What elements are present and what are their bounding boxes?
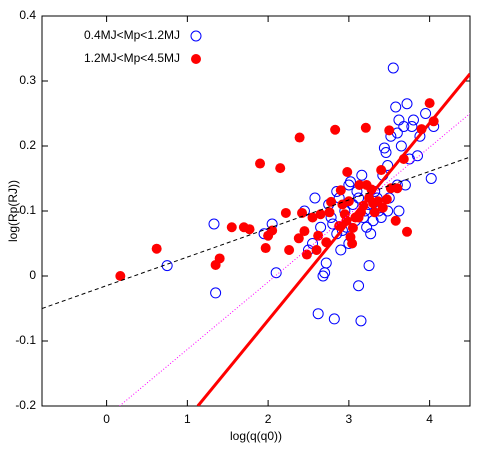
point <box>275 163 286 174</box>
point <box>342 167 353 177</box>
point <box>326 196 337 207</box>
point <box>384 125 395 136</box>
x-tick-label: 1 <box>184 412 191 426</box>
x-tick-label: 0 <box>103 412 110 426</box>
point <box>398 121 410 132</box>
point <box>280 207 291 218</box>
point <box>354 180 365 190</box>
point <box>393 205 405 217</box>
point <box>387 62 399 74</box>
y-tick-label: 0.1 <box>19 203 36 217</box>
point <box>390 215 401 226</box>
point <box>369 207 380 218</box>
point <box>412 150 424 162</box>
point <box>425 173 437 184</box>
fit-line <box>119 113 470 406</box>
legend-label: 1.2MJ<Mp<4.5MJ <box>84 51 180 65</box>
point <box>297 207 308 218</box>
point <box>328 313 340 325</box>
point <box>260 243 271 254</box>
point <box>312 308 324 320</box>
point <box>313 230 324 241</box>
point <box>320 257 332 269</box>
point <box>344 176 356 188</box>
point <box>315 221 327 233</box>
legend-marker <box>190 30 202 42</box>
point <box>395 140 407 152</box>
point <box>319 267 331 279</box>
point <box>244 224 255 235</box>
point <box>375 212 387 223</box>
point <box>401 98 413 110</box>
y-tick-label: 0.4 <box>19 8 36 22</box>
point <box>353 280 365 292</box>
point <box>406 121 418 132</box>
point <box>407 114 419 126</box>
point <box>324 207 335 218</box>
point <box>115 271 126 281</box>
point <box>299 226 310 237</box>
point <box>309 192 321 204</box>
point <box>330 124 341 135</box>
x-tick-label: 4 <box>426 412 433 426</box>
point <box>424 98 435 109</box>
point <box>356 169 368 181</box>
y-tick-label: -0.2 <box>15 398 36 412</box>
point <box>355 315 367 327</box>
x-tick-label: 3 <box>346 412 353 426</box>
point <box>428 116 439 127</box>
point <box>402 226 413 237</box>
fit-line <box>42 156 470 309</box>
point <box>377 202 388 213</box>
point <box>301 249 312 260</box>
point <box>307 212 318 223</box>
legend-marker <box>191 54 201 64</box>
point <box>347 238 358 249</box>
point <box>270 267 282 279</box>
point <box>293 233 304 244</box>
point <box>294 132 305 143</box>
point <box>315 209 326 220</box>
point <box>365 228 377 240</box>
point <box>360 122 371 133</box>
fit-line <box>196 72 470 406</box>
point <box>420 108 432 119</box>
point <box>208 218 220 230</box>
y-tick-label: 0.2 <box>19 138 36 152</box>
y-tick-label: 0.3 <box>19 73 36 87</box>
point <box>226 222 237 233</box>
point <box>343 196 354 207</box>
legend-label: 0.4MJ<Mp<1.2MJ <box>84 28 180 42</box>
point <box>393 114 405 126</box>
point <box>381 194 392 205</box>
point <box>255 158 266 169</box>
point <box>363 260 375 272</box>
point <box>378 142 390 154</box>
point <box>335 244 347 256</box>
point <box>361 221 373 233</box>
point <box>335 185 346 196</box>
x-tick-label: 2 <box>265 412 272 426</box>
y-tick-label: -0.1 <box>15 333 36 347</box>
point <box>284 245 295 255</box>
point <box>347 222 358 233</box>
point <box>376 165 387 176</box>
point <box>210 287 222 299</box>
point <box>380 147 392 158</box>
y-tick-label: 0 <box>29 268 36 282</box>
point <box>151 243 162 254</box>
point <box>267 225 278 236</box>
point <box>311 245 322 255</box>
point <box>214 253 225 264</box>
y-axis-label: log(Rp(RJ)) <box>6 180 20 242</box>
x-axis-label: log(q(q0)) <box>230 429 282 443</box>
point <box>392 183 403 194</box>
plot-frame <box>41 15 471 407</box>
point <box>390 101 402 113</box>
